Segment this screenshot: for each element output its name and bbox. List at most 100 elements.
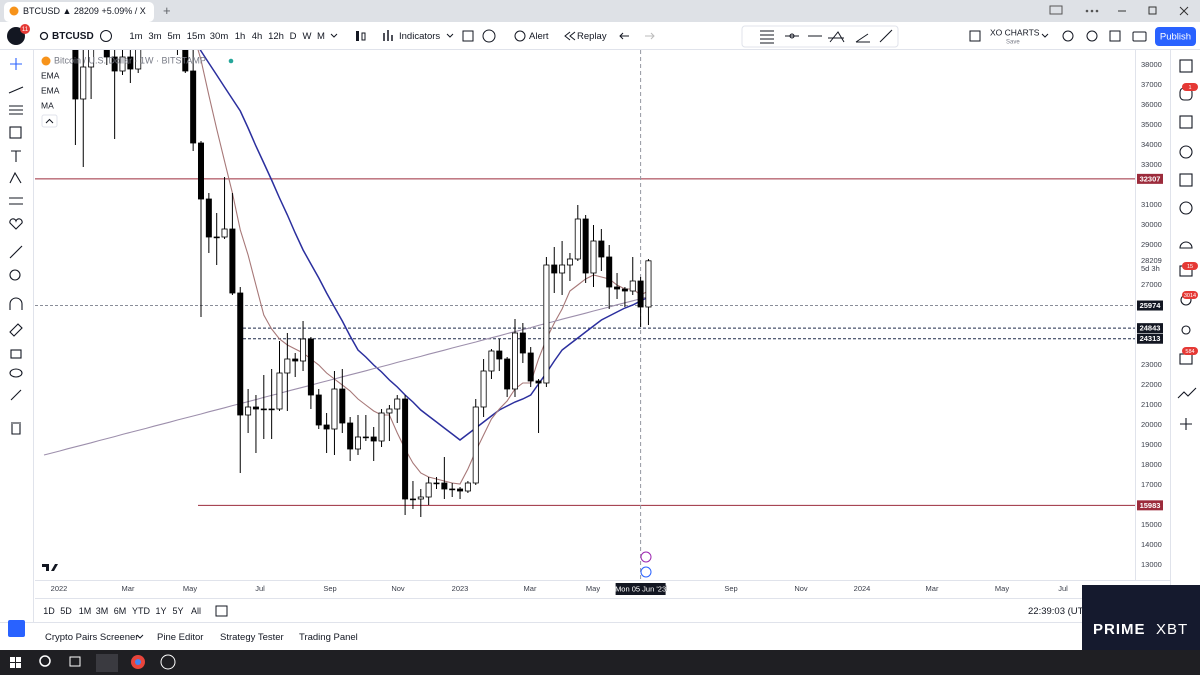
candle-body <box>300 338 307 362</box>
y-tick-label: 19000 <box>1141 440 1162 449</box>
layout-icon[interactable] <box>969 30 981 42</box>
range-button[interactable]: YTD <box>132 606 151 616</box>
browser-tab[interactable] <box>4 2 154 22</box>
candle-body <box>182 50 189 72</box>
restore[interactable] <box>1148 6 1157 15</box>
range-button[interactable]: 1Y <box>155 606 166 616</box>
x-tick-label: Mar <box>122 584 135 593</box>
interval-button[interactable]: 15m <box>187 31 206 42</box>
range-button[interactable]: 1D <box>43 606 55 616</box>
compare-icon[interactable] <box>100 30 112 42</box>
bottom-tab[interactable]: Trading Panel <box>299 632 358 643</box>
candle-body <box>252 406 259 410</box>
menu-dots[interactable] <box>1085 9 1099 13</box>
x-tick-label: 2024 <box>854 584 871 593</box>
interval-button[interactable]: W <box>303 31 312 42</box>
interval-button[interactable]: 12h <box>268 31 284 42</box>
interval-button[interactable]: 1m <box>129 31 142 42</box>
dropdown[interactable] <box>1041 33 1049 38</box>
chart-type-icon[interactable] <box>361 32 366 41</box>
script-icon[interactable] <box>482 29 496 43</box>
badge-count: 11 <box>22 27 29 33</box>
range-button[interactable]: 6M <box>114 606 127 616</box>
candle-body <box>80 66 87 100</box>
dropdown[interactable] <box>136 634 144 639</box>
level-label-box <box>1137 173 1163 184</box>
candle-body <box>566 258 573 266</box>
replay-icon <box>564 31 576 41</box>
range-button[interactable]: 3M <box>96 606 109 616</box>
candle-body <box>362 436 369 439</box>
interval-button[interactable]: 3m <box>148 31 161 42</box>
dropdown[interactable] <box>446 33 454 38</box>
range-button[interactable]: 1M <box>79 606 92 616</box>
badge-count: 3014 <box>1184 293 1196 299</box>
alert-button[interactable]: Alert <box>529 31 549 42</box>
bottom-tab[interactable]: Strategy Tester <box>220 632 284 643</box>
indicators-button[interactable]: Indicators <box>399 31 440 42</box>
quick-search[interactable] <box>1062 30 1074 42</box>
candle-body <box>606 256 613 288</box>
interval-button[interactable]: 30m <box>210 31 229 42</box>
fullscreen[interactable] <box>1109 30 1121 42</box>
event-icon[interactable] <box>640 551 652 563</box>
candle-body <box>103 50 110 58</box>
range-button[interactable]: 5Y <box>172 606 183 616</box>
candle-body <box>621 288 628 292</box>
event-icon[interactable] <box>640 566 652 578</box>
legend-indicator[interactable]: MA <box>41 100 54 110</box>
interval-button[interactable]: D <box>290 31 297 42</box>
taskbar-search[interactable] <box>39 655 51 667</box>
range-button[interactable]: 5D <box>60 606 72 616</box>
interval-button[interactable]: 5m <box>167 31 180 42</box>
settings[interactable] <box>1086 30 1098 42</box>
templates-icon[interactable] <box>462 30 474 42</box>
undo[interactable] <box>619 32 629 40</box>
range-button[interactable]: All <box>191 606 201 616</box>
y-tick-label: 38000 <box>1141 60 1162 69</box>
alert-icon <box>514 30 526 42</box>
taskbar-app[interactable] <box>160 654 176 670</box>
publish-button[interactable] <box>1155 27 1196 46</box>
legend-status <box>228 58 234 64</box>
badge-count: 584 <box>1185 349 1194 355</box>
x-tick-label: Sep <box>724 584 737 593</box>
candle-body <box>535 380 542 384</box>
drawing-tool-icons[interactable] <box>8 58 24 435</box>
cast-icon[interactable] <box>1049 5 1063 15</box>
candle-body <box>213 236 220 239</box>
replay-button[interactable]: Replay <box>577 31 607 42</box>
interval-button[interactable]: 4h <box>252 31 263 42</box>
legend-indicator[interactable]: EMA <box>41 85 60 95</box>
interval-button[interactable]: 1h <box>235 31 246 42</box>
bottom-tab[interactable]: Crypto Pairs Screener <box>45 632 138 643</box>
last-price-label: 28209 <box>1141 256 1162 265</box>
redo[interactable] <box>645 32 655 40</box>
new-tab[interactable]: + <box>163 3 171 18</box>
symbol[interactable]: BTCUSD <box>52 31 94 42</box>
legend-indicator[interactable]: EMA <box>41 70 60 80</box>
candle-body <box>409 498 416 501</box>
panel-toggle[interactable] <box>8 620 25 637</box>
task-view[interactable] <box>69 656 81 667</box>
x-tick-label: May <box>586 584 600 593</box>
x-tick-label: Nov <box>794 584 808 593</box>
taskbar-app-active[interactable] <box>96 654 118 672</box>
candle-body <box>449 488 456 491</box>
bottom-tab[interactable]: Pine Editor <box>157 632 203 643</box>
legend-collapse[interactable] <box>41 114 58 128</box>
date-range-icon[interactable] <box>215 605 228 617</box>
layout-name[interactable]: XO CHARTS <box>990 27 1040 37</box>
chart-type-icon[interactable] <box>356 31 359 41</box>
close[interactable] <box>1179 6 1189 16</box>
candle-body <box>394 398 401 410</box>
start-button[interactable] <box>10 657 21 668</box>
level-label-box <box>1137 500 1163 511</box>
badge <box>1182 347 1198 355</box>
dropdown[interactable] <box>330 33 338 38</box>
drawing-tools[interactable] <box>760 29 893 44</box>
x-tick-label: May <box>995 584 1009 593</box>
interval-button[interactable]: M <box>317 31 325 42</box>
user-avatar[interactable] <box>7 27 25 45</box>
snapshot[interactable] <box>1132 31 1147 42</box>
